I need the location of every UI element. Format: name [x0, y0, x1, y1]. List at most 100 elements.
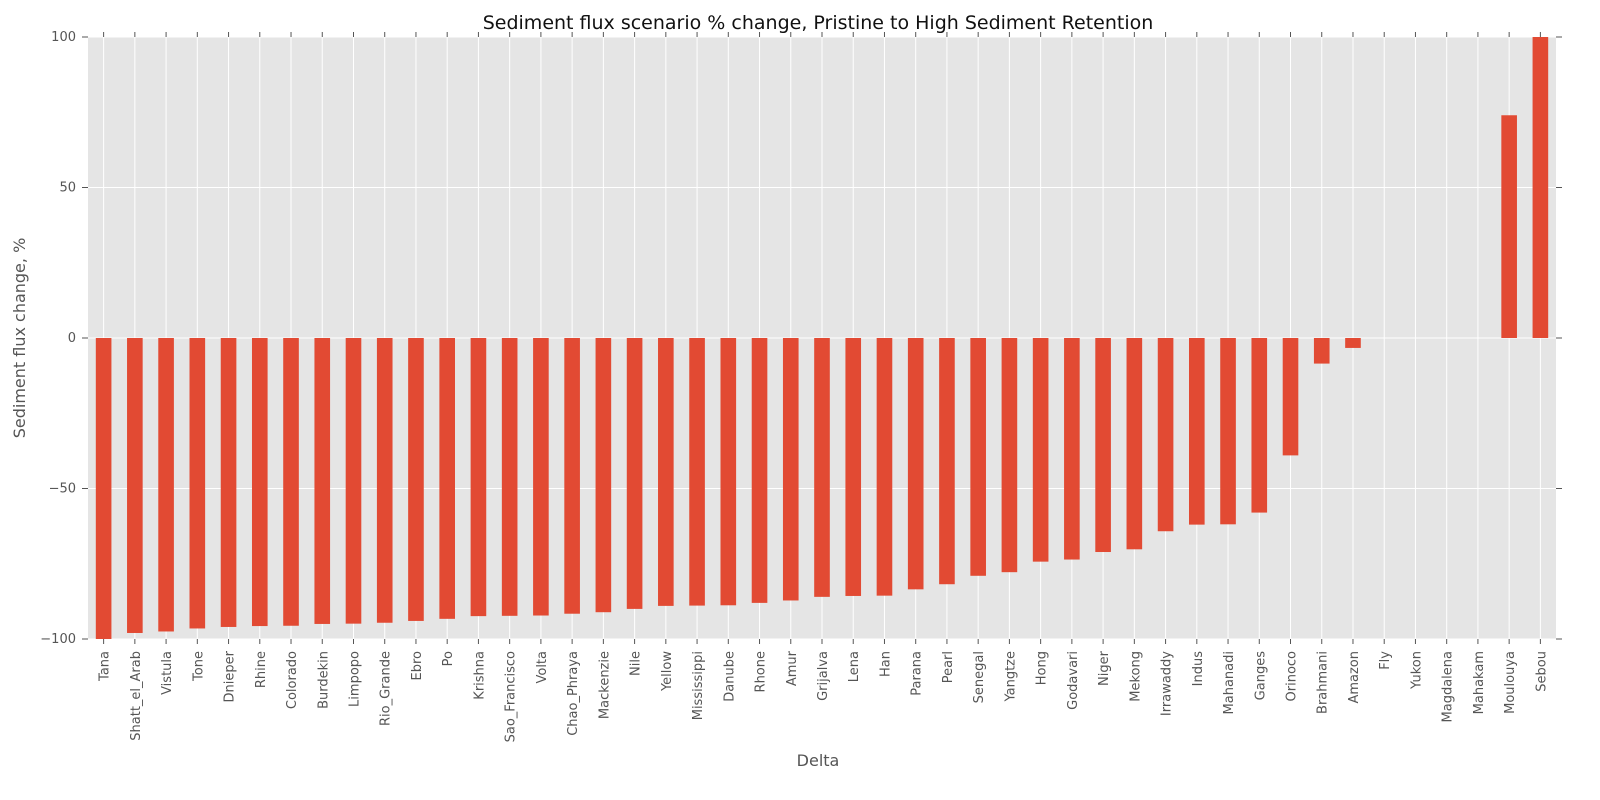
bar-Hong — [1032, 338, 1049, 562]
bar-Amur — [782, 338, 799, 601]
bar-Indus — [1189, 338, 1205, 525]
bar-Po — [439, 338, 455, 619]
bar-Han — [876, 338, 893, 596]
bar-Chao_Phraya — [564, 338, 580, 614]
ytick-label: 100 — [51, 30, 76, 45]
bar-Burdekin — [314, 338, 331, 624]
bar-Colorado — [283, 338, 299, 626]
bar-Yangtze — [1001, 338, 1018, 573]
bar-Mekong — [1126, 338, 1143, 550]
bar-Dnieper — [220, 338, 237, 627]
x-axis-label: Delta — [797, 751, 840, 770]
bar-Lena — [845, 338, 862, 596]
bar-Vistula — [158, 338, 174, 632]
bar-Volta — [533, 338, 549, 616]
bars — [95, 37, 1549, 639]
xtick-label-Po: Po — [441, 651, 456, 666]
bar-Ebro — [408, 338, 424, 621]
bar-Godavari — [1064, 338, 1080, 560]
xtick-label-Indus: Indus — [1191, 651, 1206, 687]
xtick-label-Yukon: Yukon — [1409, 651, 1424, 690]
bar-Ganges — [1251, 338, 1268, 513]
xtick-label-Hong: Hong — [1035, 651, 1050, 685]
bar-Rhine — [251, 338, 268, 627]
xtick-label-Mahanadi: Mahanadi — [1222, 651, 1237, 714]
xtick-label-Han: Han — [878, 651, 893, 677]
x-axis-ticks: Tana Shatt_el_Arab Vistula Tone Dnieper Rhine… — [98, 32, 1549, 742]
xtick-label-Fly: Fly — [1378, 651, 1393, 670]
bar-Irrawaddy — [1157, 338, 1174, 532]
xtick-label-Niger: Niger — [1097, 650, 1112, 686]
xtick-label-Amazon: Amazon — [1347, 651, 1362, 704]
xtick-label-Yangtze: Yangtze — [1003, 651, 1018, 703]
xtick-label-Vistula: Vistula — [160, 651, 175, 695]
bar-Mississippi — [689, 338, 705, 606]
xtick-label-Senegal: Senegal — [972, 651, 987, 703]
xtick-label-Godavari: Godavari — [1066, 651, 1081, 710]
xtick-label-Ebro: Ebro — [410, 651, 425, 681]
bar-Mahanadi — [1220, 338, 1236, 525]
bar-Shatt_el_Arab — [127, 338, 143, 633]
xtick-label-Pearl: Pearl — [941, 651, 956, 683]
bar-Moulouya — [1501, 115, 1517, 338]
xtick-label-Rhine: Rhine — [254, 651, 269, 688]
bar-Orinoco — [1282, 338, 1299, 456]
bar-Niger — [1095, 338, 1111, 553]
xtick-label-Colorado: Colorado — [285, 651, 300, 709]
xtick-label-Nile: Nile — [629, 651, 644, 676]
xtick-label-Grijalva: Grijalva — [816, 651, 831, 701]
bar-Sebou — [1532, 37, 1549, 338]
xtick-label-Ganges: Ganges — [1253, 651, 1268, 701]
xtick-label-Mackenzie: Mackenzie — [597, 651, 612, 719]
xtick-label-Sao_Francisco: Sao_Francisco — [504, 651, 519, 742]
xtick-label-Sebou: Sebou — [1534, 651, 1549, 692]
bar-Rio_Grande — [376, 338, 393, 623]
xtick-label-Limpopo: Limpopo — [347, 651, 362, 707]
xtick-label-Irrawaddy: Irrawaddy — [1160, 651, 1175, 716]
ytick-label: −50 — [49, 482, 76, 497]
bar-Pearl — [939, 338, 955, 585]
xtick-label-Moulouya: Moulouya — [1503, 651, 1518, 714]
xtick-label-Chao_Phraya: Chao_Phraya — [566, 651, 581, 736]
y-axis-label: Sediment flux change, % — [10, 238, 29, 439]
ytick-label: 0 — [68, 331, 76, 346]
bar-Senegal — [970, 338, 986, 576]
xtick-label-Krishna: Krishna — [472, 651, 487, 700]
xtick-label-Rhone: Rhone — [754, 651, 769, 692]
xtick-label-Danube: Danube — [722, 651, 737, 702]
bar-Limpopo — [345, 338, 362, 624]
bar-Amazon — [1345, 338, 1361, 348]
bar-Brahmani — [1313, 338, 1330, 364]
xtick-label-Rio_Grande: Rio_Grande — [379, 651, 394, 726]
bar-Yellow — [658, 338, 674, 606]
xtick-label-Tana: Tana — [98, 651, 113, 682]
ytick-label: −100 — [40, 632, 76, 647]
xtick-label-Parana: Parana — [910, 651, 925, 696]
bar-Mackenzie — [595, 338, 612, 613]
xtick-label-Lena: Lena — [847, 651, 862, 682]
bar-Danube — [720, 338, 737, 606]
ytick-label: 50 — [59, 181, 76, 196]
xtick-label-Tone: Tone — [191, 651, 206, 682]
y-axis-ticks: −100 −50 0 50 100 — [40, 30, 1562, 647]
bar-Grijalva — [814, 338, 830, 597]
bar-Sao_Francisco — [501, 338, 518, 616]
xtick-label-Mekong: Mekong — [1128, 651, 1143, 702]
xtick-label-Orinoco: Orinoco — [1285, 651, 1300, 702]
bar-Rhone — [751, 338, 768, 603]
bar-Krishna — [470, 338, 487, 617]
bar-Nile — [626, 338, 643, 609]
xtick-label-Brahmani: Brahmani — [1316, 651, 1331, 714]
xtick-label-Burdekin: Burdekin — [316, 651, 331, 709]
xtick-label-Yellow: Yellow — [660, 651, 675, 692]
xtick-label-Mississippi: Mississippi — [691, 651, 706, 720]
xtick-label-Mahakam: Mahakam — [1472, 651, 1487, 714]
bar-Tana — [95, 338, 112, 639]
xtick-label-Volta: Volta — [535, 651, 550, 684]
xtick-label-Magdalena: Magdalena — [1441, 651, 1456, 722]
xtick-label-Shatt_el_Arab: Shatt_el_Arab — [129, 651, 144, 741]
xtick-label-Amur: Amur — [785, 650, 800, 686]
xtick-label-Dnieper: Dnieper — [223, 650, 238, 702]
chart-title: Sediment flux scenario % change, Pristin… — [483, 12, 1154, 34]
